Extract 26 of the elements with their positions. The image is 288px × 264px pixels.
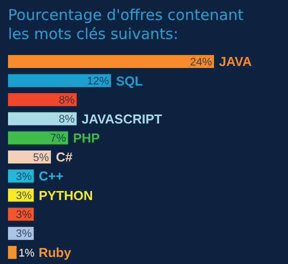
data-label: 3% [16,209,32,222]
bar [8,246,17,259]
y-tick-label: C++ [38,168,64,184]
data-label: 1% [18,247,35,260]
data-label: 8% [58,94,75,107]
bar [8,131,68,144]
data-label: 3% [16,190,32,202]
bar [8,55,214,68]
y-tick-label: SQL [116,73,143,88]
data-label: 7% [50,132,66,145]
data-label: 3% [16,170,32,183]
data-label: 12% [86,75,110,88]
y-tick-label: Ruby [38,245,72,260]
y-tick-label: JAVA [219,54,252,70]
bar [8,93,77,106]
bar [8,112,77,126]
y-tick-label: PYTHON [38,188,93,203]
data-label: 3% [16,228,32,240]
y-tick-label: JAVASCRIPT [82,111,162,126]
data-label: 5% [33,152,50,164]
data-label: 8% [58,114,75,126]
y-tick-label: C# [56,150,74,165]
bar [8,74,111,88]
chart-title: Pourcentage d'offres contenant les mots clés suivants: [7,5,245,45]
y-tick-label: PHP [73,130,100,146]
data-label: 24% [190,56,212,68]
